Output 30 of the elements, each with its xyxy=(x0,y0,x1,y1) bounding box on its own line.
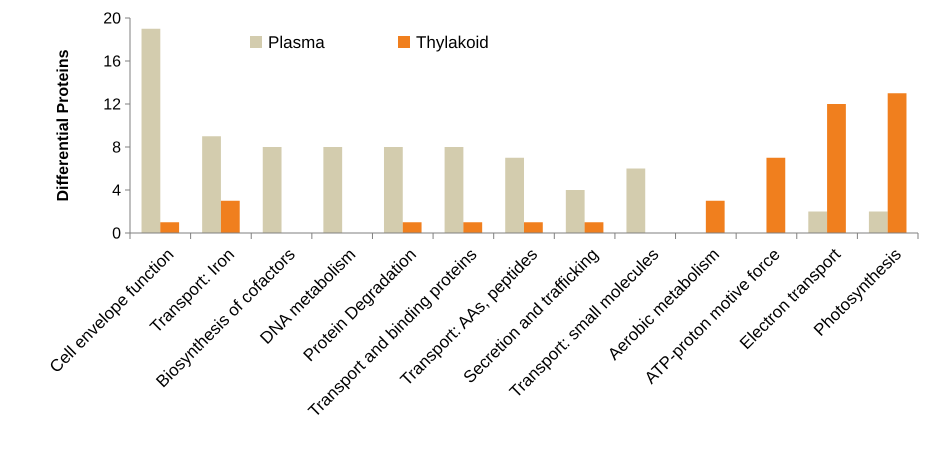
bar xyxy=(220,200,240,233)
y-tick-label: 8 xyxy=(112,140,122,157)
bar xyxy=(142,28,160,233)
bar xyxy=(888,93,906,233)
y-tick-label: 12 xyxy=(103,96,122,114)
bar xyxy=(444,147,464,233)
bar xyxy=(566,190,585,233)
y-tick-label: 20 xyxy=(103,10,122,28)
y-tick-label: 4 xyxy=(112,182,122,200)
y-tick-label: 0 xyxy=(112,226,122,243)
bar xyxy=(766,158,786,233)
bar xyxy=(262,147,282,233)
bar xyxy=(202,136,221,233)
bar xyxy=(323,147,342,233)
bar xyxy=(626,168,646,233)
bar xyxy=(808,212,828,233)
bar xyxy=(706,200,725,233)
legend-label: Thylakoid xyxy=(416,32,489,52)
y-axis-title: Differential Proteins xyxy=(55,49,72,202)
y-tick-label: 16 xyxy=(103,54,122,71)
legend-label: Plasma xyxy=(268,32,326,52)
bar xyxy=(868,212,888,233)
bar xyxy=(584,222,604,233)
bar xyxy=(160,222,180,233)
bar xyxy=(463,222,482,233)
bar xyxy=(524,222,543,233)
bar xyxy=(827,104,846,233)
bar xyxy=(402,222,422,233)
bar xyxy=(384,147,403,233)
bar xyxy=(505,158,524,233)
